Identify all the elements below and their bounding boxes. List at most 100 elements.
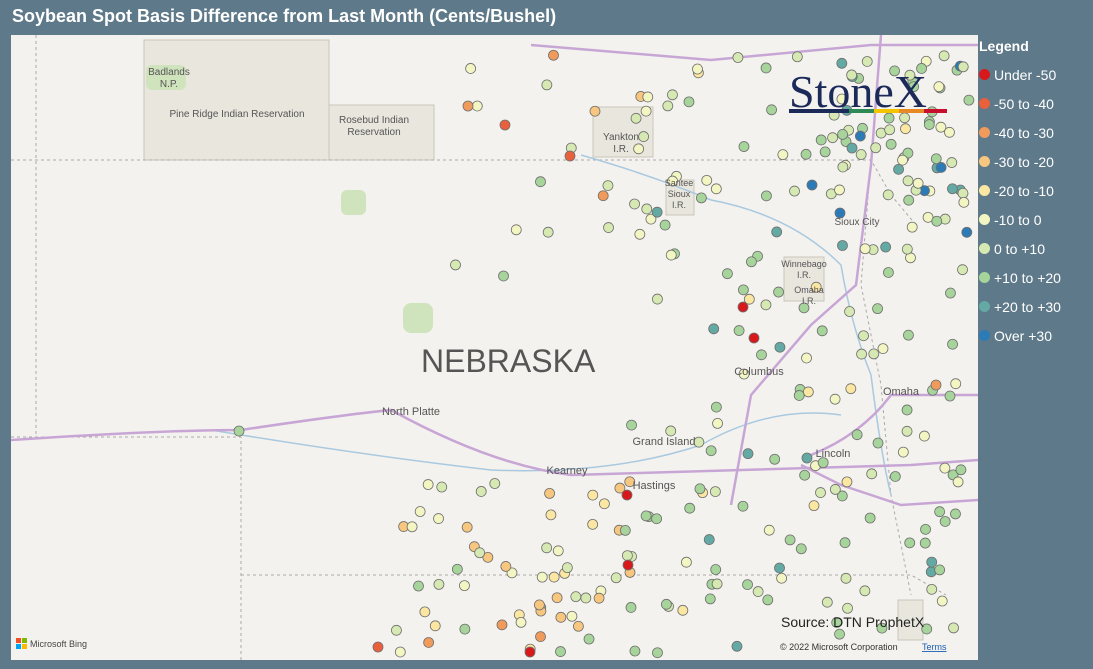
location-dot[interactable] [684, 502, 696, 514]
location-dot[interactable] [859, 243, 871, 255]
location-dot[interactable] [904, 69, 916, 81]
location-dot[interactable] [665, 425, 677, 437]
location-dot[interactable] [489, 478, 501, 489]
location-dot[interactable] [548, 49, 559, 61]
location-dot[interactable] [901, 243, 913, 255]
location-dot[interactable] [737, 500, 749, 512]
location-dot[interactable] [773, 286, 784, 298]
location-dot[interactable] [861, 56, 873, 67]
location-dot[interactable] [947, 338, 958, 350]
location-dot[interactable] [817, 457, 829, 469]
location-dot[interactable] [599, 498, 610, 510]
location-dot[interactable] [763, 524, 775, 536]
location-dot[interactable] [889, 471, 901, 482]
location-dot[interactable] [858, 330, 869, 342]
legend-item[interactable]: 0 to +10 [979, 234, 1061, 263]
location-dot[interactable] [548, 571, 560, 583]
location-dot[interactable] [926, 583, 938, 595]
location-dot[interactable] [614, 482, 626, 494]
location-dot[interactable] [789, 185, 800, 197]
location-dot[interactable] [819, 146, 831, 158]
location-dot[interactable] [708, 323, 720, 335]
location-dot[interactable] [889, 65, 900, 77]
location-dot[interactable] [836, 93, 848, 105]
terms-link[interactable]: Terms [922, 642, 947, 652]
location-dot[interactable] [593, 592, 605, 604]
location-dot[interactable] [500, 561, 512, 572]
location-dot[interactable] [459, 580, 470, 592]
location-dot[interactable] [952, 476, 964, 488]
location-dot[interactable] [551, 592, 563, 604]
location-dot[interactable] [916, 63, 927, 74]
location-dot[interactable] [920, 523, 931, 535]
location-dot[interactable] [934, 564, 946, 576]
location-dot[interactable] [406, 521, 418, 533]
location-dot[interactable] [963, 94, 975, 106]
location-dot[interactable] [580, 592, 592, 604]
location-dot[interactable] [827, 132, 838, 144]
legend-item[interactable]: -40 to -30 [979, 118, 1061, 147]
location-dot[interactable] [641, 203, 653, 215]
location-dot[interactable] [854, 130, 866, 142]
location-dot[interactable] [752, 586, 764, 597]
location-dot[interactable] [876, 622, 888, 634]
location-dot[interactable] [419, 606, 431, 618]
location-dot[interactable] [801, 352, 812, 364]
location-dot[interactable] [846, 69, 858, 81]
location-dot[interactable] [566, 610, 578, 622]
location-dot[interactable] [450, 259, 461, 271]
location-dot[interactable] [926, 556, 938, 568]
location-dot[interactable] [756, 349, 767, 361]
location-dot[interactable] [883, 112, 895, 124]
location-dot[interactable] [570, 591, 582, 603]
location-dot[interactable] [900, 123, 911, 135]
location-dot[interactable] [602, 180, 614, 191]
location-dot[interactable] [683, 96, 695, 108]
location-dot[interactable] [703, 534, 715, 545]
location-dot[interactable] [475, 486, 487, 497]
location-dot[interactable] [552, 545, 564, 557]
location-dot[interactable] [801, 452, 813, 464]
location-dot[interactable] [696, 192, 707, 204]
location-dot[interactable] [659, 219, 671, 231]
location-dot[interactable] [950, 508, 961, 520]
location-dot[interactable] [746, 256, 757, 268]
location-dot[interactable] [774, 562, 785, 574]
location-dot[interactable] [957, 61, 969, 73]
location-dot[interactable] [634, 228, 646, 240]
location-dot[interactable] [882, 189, 894, 201]
location-dot[interactable] [841, 476, 853, 488]
location-dot[interactable] [904, 537, 916, 549]
location-dot[interactable] [731, 640, 743, 652]
location-dot[interactable] [897, 154, 908, 166]
location-dot[interactable] [808, 500, 820, 512]
location-dot[interactable] [555, 611, 567, 623]
location-dot[interactable] [742, 448, 754, 460]
location-dot[interactable] [947, 183, 958, 195]
location-dot[interactable] [834, 184, 845, 196]
location-dot[interactable] [793, 390, 805, 401]
location-dot[interactable] [652, 647, 663, 659]
location-dot[interactable] [621, 489, 633, 501]
location-dot[interactable] [681, 556, 692, 568]
location-dot[interactable] [921, 623, 933, 635]
location-dot[interactable] [705, 445, 717, 457]
location-dot[interactable] [784, 534, 796, 546]
location-dot[interactable] [474, 547, 486, 559]
location-dot[interactable] [760, 299, 772, 311]
location-dot[interactable] [640, 105, 652, 117]
location-dot[interactable] [938, 50, 950, 62]
location-dot[interactable] [906, 221, 918, 233]
location-dot[interactable] [433, 513, 444, 524]
location-dot[interactable] [624, 476, 636, 488]
location-dot[interactable] [451, 563, 463, 575]
location-dot[interactable] [908, 81, 920, 93]
location-dot[interactable] [829, 484, 841, 495]
location-dot[interactable] [610, 572, 622, 584]
location-dot[interactable] [961, 226, 973, 238]
location-dot[interactable] [436, 481, 448, 493]
location-dot[interactable] [496, 619, 508, 631]
location-dot[interactable] [799, 469, 811, 481]
location-dot[interactable] [934, 506, 946, 518]
location-dot[interactable] [839, 537, 851, 549]
